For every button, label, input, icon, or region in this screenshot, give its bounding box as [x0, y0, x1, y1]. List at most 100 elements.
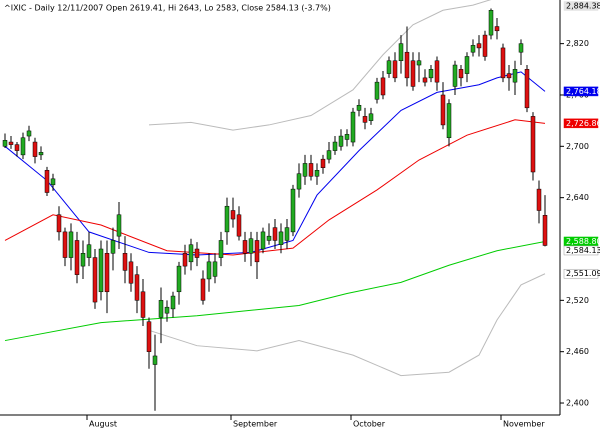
candle-body: [140, 291, 146, 318]
candle-body: [242, 240, 248, 254]
candle-body: [182, 253, 188, 267]
candle-body: [404, 51, 410, 79]
candle-body: [2, 140, 8, 147]
candle-body: [386, 60, 392, 74]
candle-body: [410, 60, 416, 87]
indicator-line: [148, 273, 546, 377]
candle-body: [374, 81, 380, 100]
candle-body: [14, 144, 20, 151]
candle-body: [218, 240, 224, 258]
price-tag: [563, 245, 599, 256]
candle-body: [380, 77, 386, 96]
candle-body: [434, 60, 440, 83]
price-tag-label: 2,584.13: [566, 246, 600, 255]
candle-body: [326, 150, 332, 160]
candle-body: [464, 56, 470, 74]
overlays: [4, 0, 546, 377]
candle-body: [302, 163, 308, 177]
candle-body: [530, 116, 536, 173]
candle-body: [542, 215, 548, 246]
candles: [2, 8, 548, 411]
candle-body: [356, 104, 362, 111]
candle-body: [254, 240, 260, 263]
candle-body: [92, 257, 98, 303]
candle-body: [86, 244, 92, 258]
indicator-line: [4, 119, 546, 256]
candle-body: [206, 261, 212, 280]
candle-body: [428, 69, 434, 79]
candle-body: [392, 60, 398, 79]
candle-body: [38, 152, 44, 156]
candle-body: [26, 130, 32, 137]
candle-body: [98, 248, 104, 293]
candle-body: [482, 34, 488, 57]
candle-body: [188, 244, 194, 263]
candle-body: [512, 69, 518, 83]
candle-body: [446, 103, 452, 139]
candle-body: [476, 43, 482, 49]
candle-body: [146, 321, 152, 352]
candle-body: [278, 231, 284, 245]
candle-body: [524, 69, 530, 109]
price-tag-label: 2,551.09: [566, 269, 600, 278]
candle-body: [128, 261, 134, 284]
candle-body: [116, 214, 122, 237]
candle-body: [458, 69, 464, 79]
price-tag: [563, 118, 599, 129]
price-tag-label: 2,588.80: [566, 237, 600, 246]
candle-body: [104, 253, 110, 293]
candle-body: [68, 231, 74, 258]
candle-body: [368, 113, 374, 121]
candle-body: [398, 43, 404, 62]
candle-body: [20, 137, 26, 156]
candle-body: [284, 227, 290, 241]
candle-body: [260, 231, 266, 250]
x-tick-label: November: [503, 420, 545, 428]
indicator-line: [148, 0, 492, 131]
price-tag: [563, 268, 599, 279]
candle-body: [110, 240, 116, 254]
candle-body: [296, 173, 302, 190]
candle-body: [248, 238, 254, 254]
candle-body: [32, 141, 38, 157]
candle-body: [74, 240, 80, 275]
candle-body: [338, 135, 344, 147]
candle-body: [164, 306, 170, 314]
candle-body: [170, 295, 176, 310]
candle-body: [332, 141, 338, 151]
candle-body: [236, 214, 242, 237]
candle-body: [224, 205, 230, 233]
y-tick-label: 2,820: [566, 39, 589, 48]
candle-body: [80, 253, 86, 267]
candle-body: [440, 94, 446, 126]
price-tag-label: 2,726.86: [566, 119, 600, 128]
candle-body: [56, 214, 62, 233]
x-tick-label: September: [233, 420, 278, 428]
candle-body: [290, 188, 296, 233]
candle-body: [152, 355, 158, 365]
x-tick-label: August: [89, 420, 117, 428]
candle-body: [272, 227, 278, 241]
candle-body: [500, 47, 506, 79]
y-tick-label: 2,460: [566, 347, 589, 356]
price-tag: [563, 86, 599, 97]
candle-body: [122, 253, 128, 271]
indicator-line: [4, 71, 546, 256]
y-tick-label: 2,640: [566, 193, 589, 202]
candle-body: [320, 158, 326, 168]
y-tick-label: 2,520: [566, 296, 589, 305]
candle-body: [350, 111, 356, 143]
candle-body: [494, 26, 500, 32]
candle-body: [8, 141, 14, 145]
price-tag-label: 2,764.18: [566, 87, 600, 96]
candle-body: [488, 10, 494, 36]
candle-body: [230, 210, 236, 220]
x-tick-label: October: [353, 420, 386, 428]
candle-body: [416, 60, 422, 66]
candle-body: [194, 248, 200, 258]
candle-body: [518, 43, 524, 53]
candle-body: [266, 235, 272, 241]
candle-body: [134, 274, 140, 301]
